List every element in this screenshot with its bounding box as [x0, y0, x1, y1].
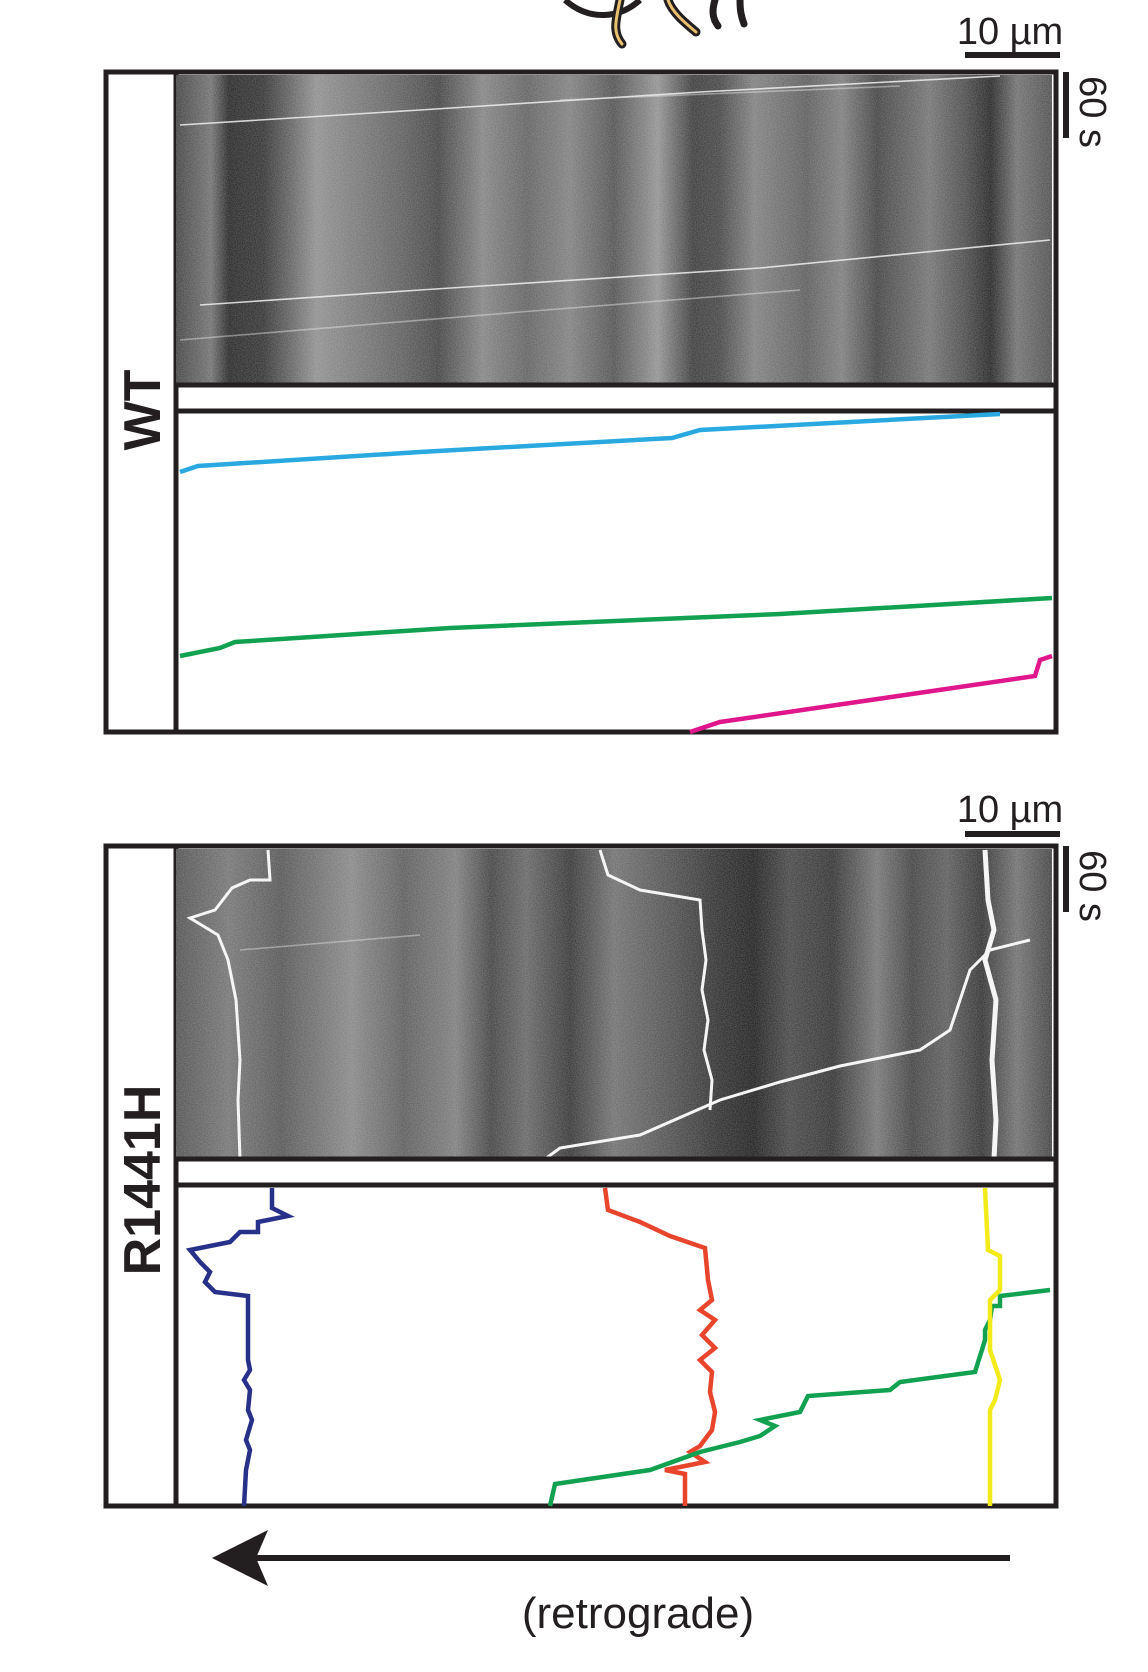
panel-r1441h-scale-x-label: 10 µm — [957, 789, 1063, 831]
wt-kymo-trace — [559, 85, 901, 101]
panel-wt: WT 10 µm 60 s — [103, 11, 1113, 735]
r1441h-kymo-trace — [598, 849, 714, 1111]
wt-track-green — [179, 595, 1053, 659]
panel-r1441h-label: R1441H — [114, 1085, 172, 1276]
wt-kymo-trace — [199, 239, 1051, 306]
r1441h-kymo-trace — [239, 934, 421, 951]
direction-indicator: (retrograde) — [212, 1530, 1010, 1638]
panel-r1441h-kymograph — [176, 849, 1052, 1159]
r1441h-track-red — [602, 1187, 719, 1506]
wt-track-blue — [179, 411, 1001, 475]
r1441h-kymo-trace — [982, 849, 999, 1159]
panel-wt-kymograph — [176, 75, 1052, 385]
panel-r1441h-kymo-traces — [186, 849, 1031, 1159]
panel-wt-trace-panel — [173, 408, 1059, 735]
panel-wt-kymo-traces — [179, 75, 1051, 341]
r1441h-track-yellow — [982, 1187, 1003, 1506]
r1441h-kymo-trace — [544, 938, 1031, 1159]
direction-label: (retrograde) — [522, 1589, 754, 1638]
panel-wt-scale-x-label: 10 µm — [957, 11, 1063, 53]
left-arrow-head-icon — [212, 1530, 268, 1586]
wt-kymo-trace — [179, 289, 801, 341]
panel-wt-scale-t-label: 60 s — [1071, 76, 1113, 148]
panel-r1441h-trace-panel — [173, 1182, 1059, 1509]
worm-illustration — [563, 0, 748, 49]
r1441h-kymo-trace — [186, 849, 272, 1159]
r1441h-track-navy — [185, 1188, 295, 1507]
wt-kymo-trace — [179, 75, 1001, 126]
wt-track-magenta — [689, 653, 1053, 735]
panel-wt-label: WT — [114, 369, 172, 450]
panel-r1441h: R1441H 10 µm 60 s — [103, 789, 1113, 1509]
panel-r1441h-scale-t-label: 60 s — [1071, 850, 1113, 922]
